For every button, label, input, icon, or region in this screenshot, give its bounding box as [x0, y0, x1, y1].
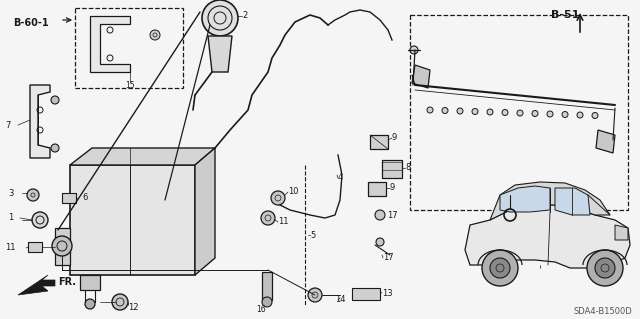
Circle shape [308, 288, 322, 302]
Bar [370, 135, 388, 149]
Text: 17: 17 [383, 254, 394, 263]
Circle shape [442, 108, 448, 114]
Polygon shape [195, 148, 215, 275]
Polygon shape [70, 148, 215, 165]
Circle shape [487, 109, 493, 115]
Circle shape [517, 110, 523, 116]
Polygon shape [55, 228, 70, 265]
Circle shape [85, 299, 95, 309]
Polygon shape [490, 182, 610, 220]
Circle shape [592, 113, 598, 118]
Text: 2: 2 [242, 11, 247, 20]
Circle shape [532, 110, 538, 116]
Polygon shape [80, 275, 100, 290]
Text: 11: 11 [5, 243, 15, 253]
Circle shape [32, 212, 48, 228]
Polygon shape [70, 165, 195, 275]
Text: 7: 7 [5, 121, 10, 130]
Polygon shape [412, 65, 430, 88]
Circle shape [271, 191, 285, 205]
Circle shape [27, 189, 39, 201]
Circle shape [202, 0, 238, 36]
Circle shape [262, 297, 272, 307]
Circle shape [375, 210, 385, 220]
Text: 5: 5 [310, 231, 316, 240]
Circle shape [427, 107, 433, 113]
Polygon shape [500, 186, 550, 212]
Circle shape [112, 294, 128, 310]
Text: 3: 3 [8, 189, 13, 197]
Circle shape [577, 112, 583, 118]
Circle shape [587, 250, 623, 286]
Text: 6: 6 [82, 194, 88, 203]
Circle shape [547, 111, 553, 117]
Polygon shape [18, 275, 55, 295]
Text: 9: 9 [392, 133, 397, 143]
Polygon shape [30, 85, 50, 158]
Bar [75, 8, 183, 88]
Bar [410, 15, 628, 210]
Text: 13: 13 [382, 288, 392, 298]
Circle shape [595, 258, 615, 278]
Text: 15: 15 [125, 80, 135, 90]
Circle shape [150, 30, 160, 40]
Circle shape [562, 112, 568, 117]
Text: 10: 10 [288, 188, 298, 197]
Circle shape [410, 46, 418, 54]
Text: FR.: FR. [58, 277, 76, 287]
Polygon shape [596, 130, 615, 153]
Text: B-51: B-51 [551, 10, 579, 20]
Circle shape [52, 236, 72, 256]
Bar [62, 193, 76, 203]
Text: 4: 4 [338, 174, 343, 182]
Polygon shape [262, 272, 272, 300]
Bar [382, 160, 402, 178]
Text: SDA4-B1500D: SDA4-B1500D [573, 308, 632, 316]
Bar [28, 242, 42, 252]
Circle shape [502, 109, 508, 115]
Circle shape [457, 108, 463, 114]
Text: 8: 8 [405, 164, 410, 173]
Text: 9: 9 [390, 183, 396, 192]
Bar [368, 182, 386, 196]
Bar [352, 288, 380, 300]
Polygon shape [208, 36, 232, 72]
Circle shape [472, 108, 478, 115]
Text: B-60-1: B-60-1 [13, 18, 49, 28]
Text: 14: 14 [335, 295, 346, 305]
Text: 11: 11 [278, 218, 289, 226]
Circle shape [261, 211, 275, 225]
Polygon shape [615, 225, 628, 240]
Polygon shape [555, 188, 590, 215]
Circle shape [376, 238, 384, 246]
Text: 16: 16 [256, 306, 266, 315]
Polygon shape [90, 16, 130, 72]
Circle shape [482, 250, 518, 286]
Circle shape [51, 144, 59, 152]
Polygon shape [465, 205, 630, 268]
Text: 1: 1 [8, 213, 13, 222]
Text: 12: 12 [128, 302, 138, 311]
Circle shape [51, 96, 59, 104]
Text: 17: 17 [387, 211, 397, 219]
Circle shape [490, 258, 510, 278]
